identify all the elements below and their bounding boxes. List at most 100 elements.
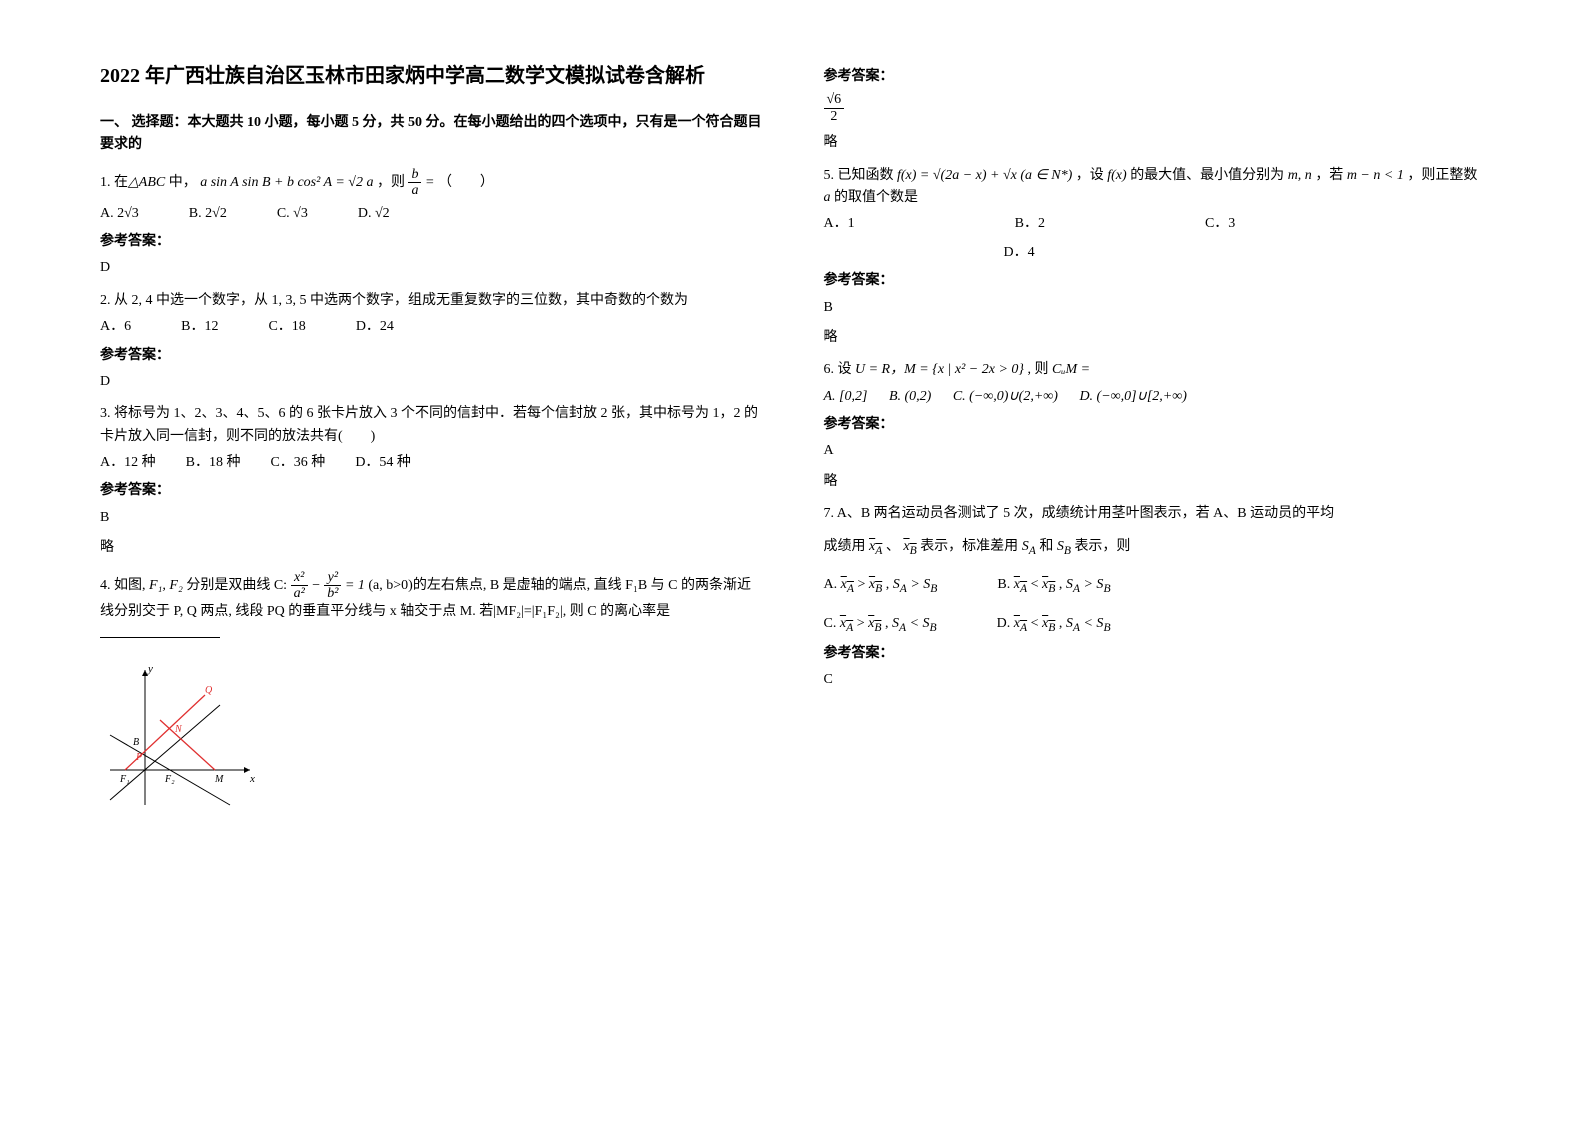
axis-x-label: x [249,773,255,785]
q4-f: F₁, F₂ [149,578,183,593]
q2-optB: B．12 [181,316,218,338]
q6-mid: , 则 [1028,362,1049,377]
q5-optB: B．2 [1015,213,1045,235]
q6-ans: A [824,440,1488,462]
pt-M: M [214,774,224,785]
q4-diagram: y x F₁ F₂ M B P Q N [100,660,764,818]
q2-ans: D [100,371,764,393]
axis-y-label: y [147,663,153,675]
pt-F2: F₂ [164,774,175,785]
q5-mid: ，设 [1076,168,1104,183]
question-2: 2. 从 2, 4 中选一个数字，从 1, 3, 5 中选两个数字，组成无重复数… [100,290,764,312]
q7-optD: D. xA < xB , SA < SB [997,613,1111,637]
q5-options-2: D．4 [824,242,1488,264]
q6-optD: D. (−∞,0]∪[2,+∞) [1079,389,1186,404]
q4-hyperbola-x: x²a² [291,570,308,602]
q3-optD: D．54 种 [355,452,411,474]
q1-post: ，则 [377,175,405,190]
q7-post1: 表示，标准差用 [920,539,1018,554]
q4-hyperbola-y: y²b² [324,570,341,602]
q1-ans: D [100,257,764,279]
question-7-line2: 成绩用 xA 、 xB 表示，标准差用 SA 和 SB 表示，则 [824,536,1488,560]
q4-omit: 略 [824,132,1488,154]
q4-eq1: = 1 [345,578,365,593]
q6-optB: B. (0,2) [889,389,931,404]
pt-F1: F₁ [119,774,130,785]
q5-optA: A．1 [824,213,855,235]
q5-post1: 的最大值、最小值分别为 [1130,168,1284,183]
q2-optC: C．18 [268,316,305,338]
q5-cond: m − n < 1 [1347,168,1404,183]
q1-optC: C. √3 [277,203,308,225]
q7-mid: 、 [886,539,900,554]
q6-pre: 6. 设 [824,362,852,377]
q1-ans-label: 参考答案： [100,231,764,253]
pt-Q: Q [205,685,213,696]
q7-post2: 表示，则 [1074,539,1130,554]
q2-options: A．6 B．12 C．18 D．24 [100,316,764,338]
q5-post3: ，则正整数 [1407,168,1477,183]
q7-sb: SB [1057,539,1071,554]
q7-ans-label: 参考答案： [824,643,1488,665]
q5-optD: D．4 [1004,242,1035,264]
q5-a: a [824,190,831,205]
q7-options-row1: A. xA > xB , SA > SB B. xA < xB , SA > S… [824,574,1488,598]
q1-triangle: △ABC [128,175,165,190]
q5-optC: C．3 [1205,213,1235,235]
q6-CuM: CᵤM = [1052,362,1090,377]
q2-optA: A．6 [100,316,131,338]
q6-options: A. [0,2] B. (0,2) C. (−∞,0)∪(2,+∞) D. (−… [824,386,1488,408]
q7-and: 和 [1039,539,1053,554]
q1-optB: B. 2√2 [189,203,227,225]
q5-post4: 的取值个数是 [834,190,918,205]
q7-optB: B. xA < xB , SA > SB [997,574,1110,598]
q6-omit: 略 [824,471,1488,493]
q5-post2: ，若 [1315,168,1343,183]
q1-frac: ba [408,167,421,199]
q4-mid1: 分别是双曲线 C: [186,578,290,593]
pt-N: N [174,724,183,735]
q5-mn: m, n [1288,168,1312,183]
q7-sa: SA [1022,539,1036,554]
q7-optC: C. xA > xB , SA < SB [824,613,937,637]
q4-ans: √62 [824,92,1488,124]
q1-optD: D. √2 [358,203,390,225]
question-5: 5. 已知函数 f(x) = √(2a − x) + √x (a ∈ N*) ，… [824,165,1488,210]
section-1-heading: 一、 选择题：本大题共 10 小题，每小题 5 分，共 50 分。在每小题给出的… [100,112,764,157]
q5-omit: 略 [824,327,1488,349]
q1-eqn: a sin A sin B + b cos² A = √2 a [200,175,373,190]
pt-P: P [135,752,142,763]
q7-pre: 成绩用 [824,539,866,554]
q5-ans-label: 参考答案： [824,270,1488,292]
q2-optD: D．24 [356,316,394,338]
q4-minus: − [311,578,324,593]
q5-ans: B [824,297,1488,319]
q1-options: A. 2√3 B. 2√2 C. √3 D. √2 [100,203,764,225]
q5-options: A．1 B．2 C．3 [824,213,1488,235]
q6-optA: A. [0,2] [824,389,868,404]
question-3: 3. 将标号为 1、2、3、4、5、6 的 6 张卡片放入 3 个不同的信封中．… [100,403,764,448]
q3-ans-label: 参考答案： [100,480,764,502]
question-6: 6. 设 U = R，M = {x | x² − 2x > 0} , 则 CᵤM… [824,359,1488,381]
q1-eq: = [421,175,434,190]
q6-ans-label: 参考答案： [824,414,1488,436]
q1-pre: 1. 在 [100,175,128,190]
question-7-line1: 7. A、B 两名运动员各测试了 5 次，成绩统计用茎叶图表示，若 A、B 运动… [824,503,1488,525]
q6-UR: U = R，M = {x | x² − 2x > 0} [855,362,1024,377]
q5-fx: f(x) [1107,168,1126,183]
q7-ans: C [824,669,1488,691]
q7-options-row2: C. xA > xB , SA < SB D. xA < xB , SA < S… [824,613,1488,637]
q4-pre: 4. 如图, [100,578,149,593]
exam-title: 2022 年广西壮族自治区玉林市田家炳中学高二数学文模拟试卷含解析 [100,60,764,92]
q1-mid: 中， [169,175,197,190]
q3-omit: 略 [100,537,764,559]
question-4: 4. 如图, F₁, F₂ 分别是双曲线 C: x²a² − y²b² = 1 … [100,570,764,647]
q3-optB: B．18 种 [186,452,241,474]
q1-optA: A. 2√3 [100,203,139,225]
q7-xa: xA [869,539,882,554]
q5-fn: f(x) = √(2a − x) + √x (a ∈ N*) [897,168,1072,183]
q4-blank [100,624,220,638]
q3-optA: A．12 种 [100,452,156,474]
q7-xb: xB [903,539,916,554]
q5-pre: 5. 已知函数 [824,168,894,183]
